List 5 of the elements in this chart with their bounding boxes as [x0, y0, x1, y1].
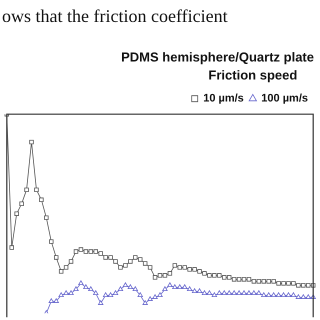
legend-label: 100 µm/s: [261, 92, 308, 105]
chart-title: PDMS hemisphere/Quartz plate: [121, 49, 314, 64]
text: ows that the friction coefficient: [2, 6, 228, 27]
legend-title: Friction speed: [208, 68, 298, 83]
legend-label: 10 µm/s: [203, 92, 244, 105]
